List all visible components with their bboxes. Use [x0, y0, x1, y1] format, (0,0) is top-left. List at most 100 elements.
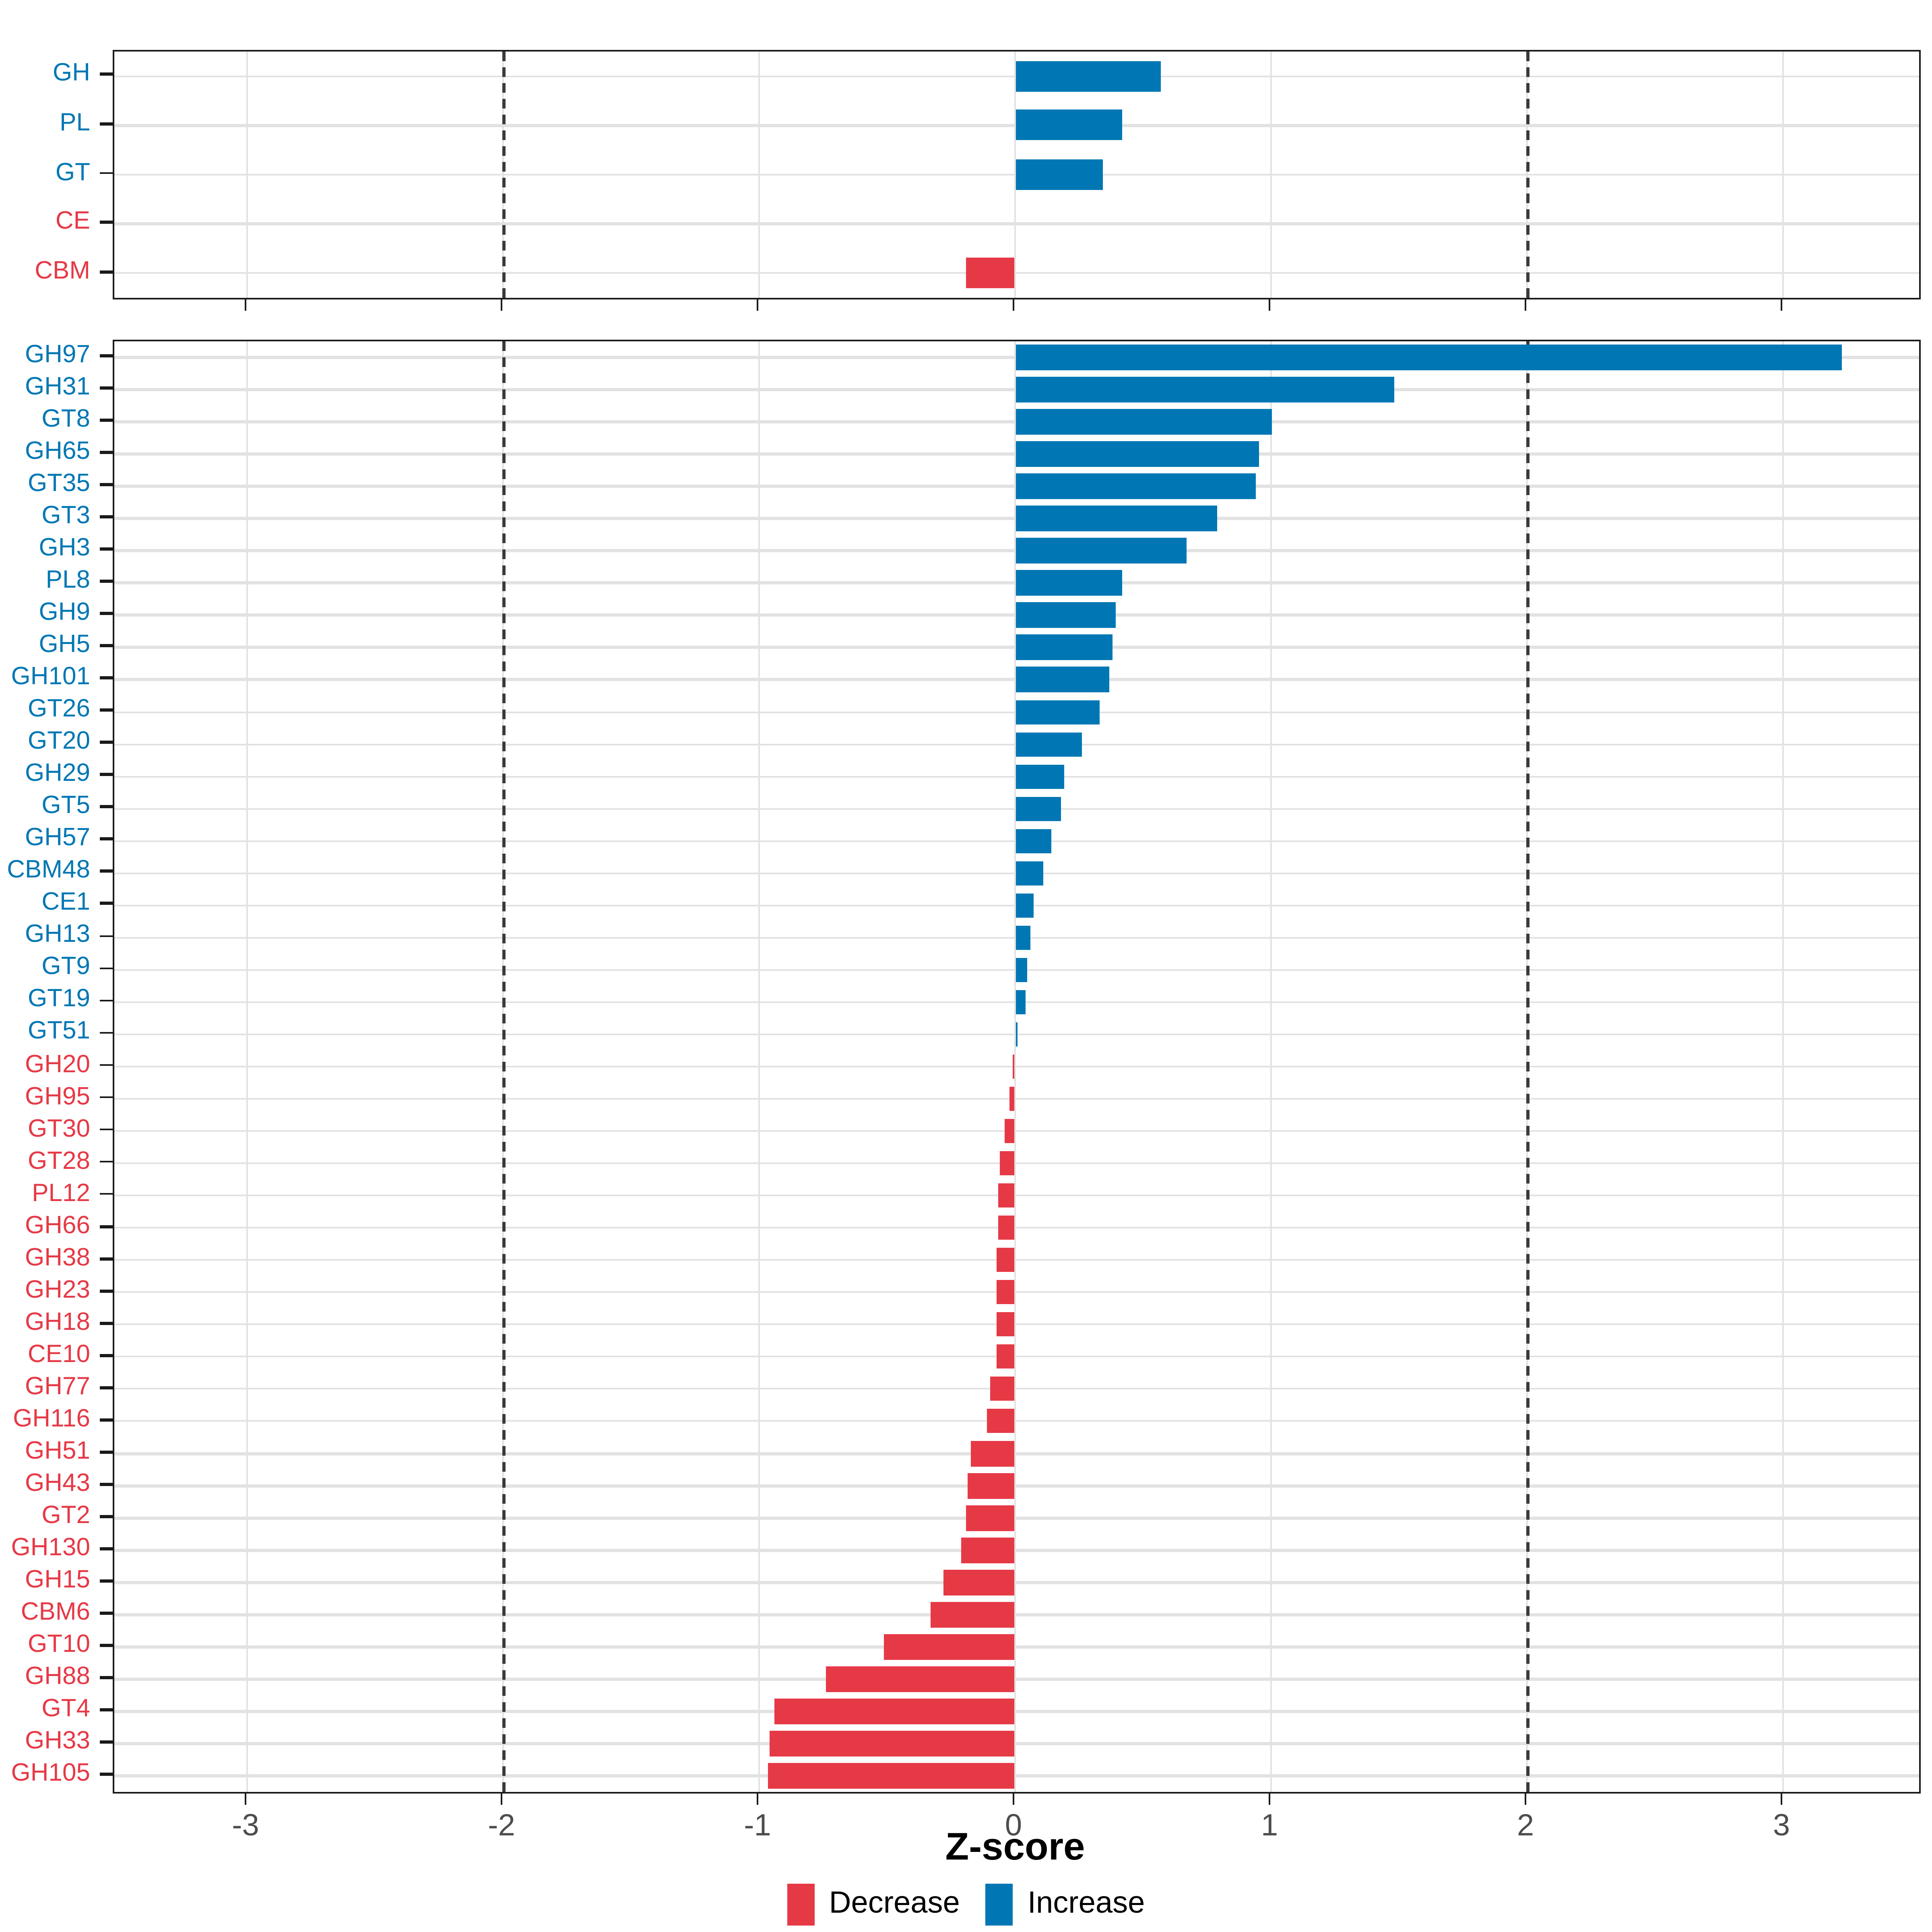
- y-axis-label-GH23: GH23: [25, 1276, 90, 1304]
- gridline-row: [114, 272, 1919, 275]
- y-axis-label-GH88: GH88: [25, 1663, 90, 1690]
- y-axis-label-GH9: GH9: [39, 599, 91, 627]
- gridline-row: [114, 1678, 1919, 1680]
- y-tick: [100, 741, 113, 744]
- y-tick: [100, 1579, 113, 1582]
- bar-GT2: [966, 1505, 1015, 1531]
- y-tick: [100, 677, 113, 680]
- y-axis-label-GH31: GH31: [25, 374, 90, 401]
- gridline-row: [114, 1194, 1919, 1197]
- x-tick-label: -3: [232, 1810, 259, 1843]
- gridline-row: [114, 1323, 1919, 1326]
- x-tick: [1012, 299, 1015, 311]
- gridline-row: [114, 1581, 1919, 1584]
- decrease-swatch-icon: [787, 1884, 815, 1926]
- bar-GH57: [1015, 828, 1051, 854]
- y-axis-label-GH33: GH33: [25, 1727, 90, 1755]
- bar-PL8: [1015, 570, 1123, 596]
- bar-GT35: [1015, 474, 1256, 499]
- y-tick: [100, 1160, 113, 1163]
- y-tick: [100, 1354, 113, 1357]
- y-tick: [100, 773, 113, 776]
- panel-bottom-families: [113, 340, 1921, 1794]
- x-tick: [500, 1793, 503, 1805]
- gridline-row: [114, 1098, 1919, 1100]
- bar-GH77: [990, 1376, 1015, 1402]
- y-tick: [100, 1063, 113, 1067]
- y-axis-label-GT51: GT51: [27, 1018, 90, 1046]
- gridline-row: [114, 1517, 1919, 1519]
- bar-GH: [1015, 61, 1161, 92]
- gridline-row: [114, 1291, 1919, 1294]
- gridline-x: [1782, 341, 1784, 1792]
- increase-swatch-icon: [985, 1884, 1013, 1926]
- y-axis-label-GH130: GH130: [11, 1534, 91, 1562]
- y-axis-label-CE1: CE1: [41, 889, 90, 917]
- y-axis-label-GT3: GT3: [41, 502, 90, 530]
- y-tick: [100, 270, 113, 273]
- gridline-row: [114, 1162, 1919, 1165]
- bar-GH97: [1015, 345, 1842, 370]
- bar-CBM6: [931, 1602, 1015, 1627]
- x-tick: [1524, 299, 1527, 311]
- y-tick: [100, 1257, 113, 1260]
- bar-GT5: [1015, 796, 1061, 822]
- x-axis-title: Z-score: [945, 1826, 1085, 1869]
- bar-GH18: [997, 1312, 1015, 1337]
- x-tick: [1268, 1793, 1271, 1805]
- bar-GT: [1015, 159, 1102, 190]
- bar-GH9: [1015, 603, 1115, 628]
- x-tick: [500, 299, 503, 311]
- y-axis-label-CBM48: CBM48: [7, 857, 90, 885]
- bar-PL: [1015, 110, 1123, 141]
- y-axis-label-GT9: GT9: [41, 954, 90, 981]
- gridline-row: [114, 1774, 1919, 1777]
- y-axis-label-CBM: CBM: [35, 257, 90, 285]
- bar-GT8: [1015, 409, 1271, 435]
- ref-line: [1525, 341, 1529, 1792]
- y-axis-label-CE: CE: [55, 208, 90, 235]
- y-axis-label-GH38: GH38: [25, 1244, 90, 1271]
- x-tick-label: 0: [1005, 1810, 1022, 1843]
- y-tick: [100, 354, 113, 357]
- y-axis-label-GT5: GT5: [41, 793, 90, 820]
- y-tick: [100, 1515, 113, 1518]
- bar-GH95: [1010, 1086, 1015, 1112]
- y-axis-label-GH15: GH15: [25, 1566, 90, 1594]
- y-tick: [100, 515, 113, 519]
- y-tick: [100, 1289, 113, 1292]
- x-tick-label: 3: [1773, 1810, 1790, 1843]
- ref-line: [1525, 52, 1529, 298]
- y-axis-label-PL8: PL8: [45, 567, 90, 594]
- y-axis-label-GH: GH: [53, 60, 90, 88]
- y-axis-label-GH101: GH101: [11, 663, 91, 691]
- y-tick: [100, 612, 113, 615]
- y-axis-label-GH57: GH57: [25, 825, 90, 852]
- y-tick: [100, 902, 113, 906]
- y-axis-label-GH116: GH116: [13, 1405, 90, 1432]
- bar-GT9: [1015, 957, 1028, 983]
- y-tick: [100, 547, 113, 551]
- gridline-row: [114, 1613, 1919, 1616]
- bar-CE1: [1015, 893, 1033, 918]
- y-tick: [100, 1096, 113, 1099]
- bar-GH105: [768, 1763, 1015, 1788]
- gridline-x: [1270, 52, 1272, 298]
- x-tick-label: 2: [1517, 1810, 1534, 1843]
- y-axis-label-GT28: GT28: [27, 1147, 90, 1175]
- x-tick: [1780, 1793, 1783, 1805]
- y-tick: [100, 451, 113, 454]
- y-tick: [100, 1773, 113, 1776]
- bar-GH130: [961, 1538, 1015, 1563]
- gridline-row: [114, 1549, 1919, 1552]
- gridline-row: [114, 1452, 1919, 1455]
- y-axis-label-GH43: GH43: [25, 1470, 90, 1497]
- y-tick: [100, 1482, 113, 1486]
- y-tick: [100, 935, 113, 938]
- y-tick: [100, 1450, 113, 1453]
- bar-GH101: [1015, 667, 1110, 692]
- y-tick: [100, 1418, 113, 1421]
- gridline-row: [114, 1259, 1919, 1261]
- gridline-row: [114, 1420, 1919, 1422]
